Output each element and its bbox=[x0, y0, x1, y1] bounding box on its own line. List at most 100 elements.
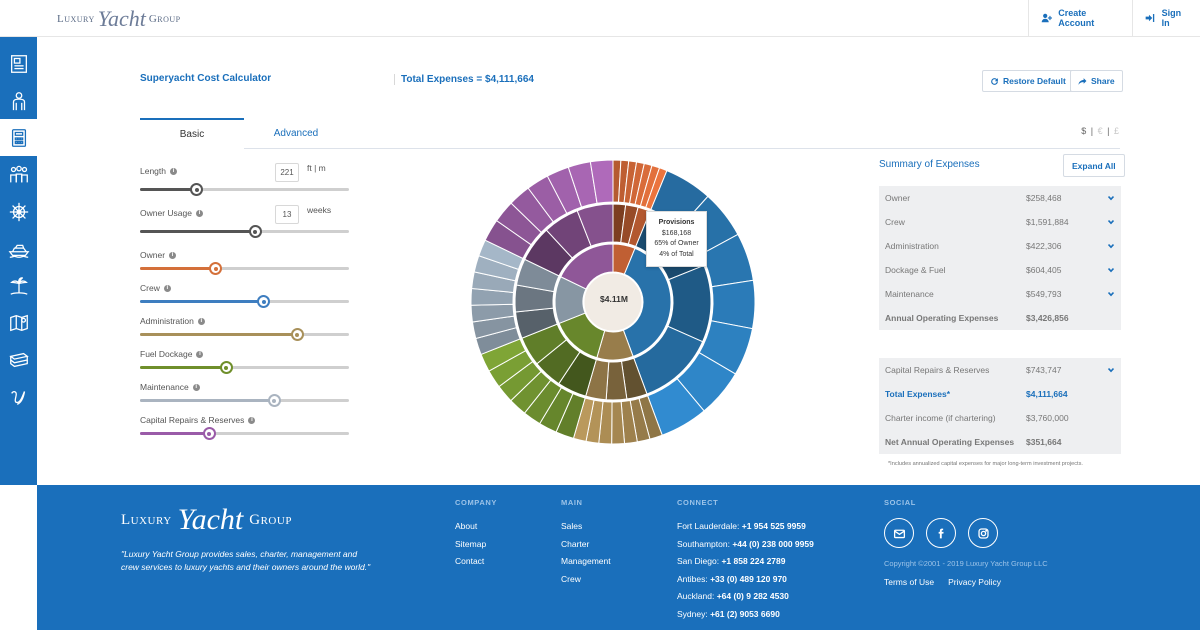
owner-usage-slider[interactable] bbox=[140, 225, 349, 238]
chevron-down-icon[interactable] bbox=[1107, 289, 1115, 297]
info-icon[interactable]: i bbox=[197, 317, 205, 325]
footer-office-phone[interactable]: Sydney: +61 (2) 9053 6690 bbox=[677, 606, 814, 624]
footer-link-contact[interactable]: Contact bbox=[455, 556, 485, 566]
summary-row-value: $549,793 bbox=[1026, 289, 1062, 299]
summary-row-value: $3,426,856 bbox=[1026, 313, 1069, 323]
currency-gbp[interactable]: £ bbox=[1113, 126, 1120, 136]
sidebar-item-calculator[interactable] bbox=[0, 119, 37, 156]
sidebar-item-crew[interactable] bbox=[0, 156, 37, 193]
footer-link-sitemap[interactable]: Sitemap bbox=[455, 538, 487, 549]
footer-link-management[interactable]: Management bbox=[561, 556, 611, 566]
sunburst-outer-capital-repairs-reserves[interactable] bbox=[589, 159, 614, 204]
maintenance-label-text: Maintenance bbox=[140, 382, 189, 392]
owner-usage-input[interactable]: 13 bbox=[275, 205, 299, 224]
footer-office-phone[interactable]: Southampton: +44 (0) 238 000 9959 bbox=[677, 536, 814, 554]
slider-thumb[interactable] bbox=[248, 225, 262, 238]
maintenance-slider[interactable] bbox=[140, 394, 349, 407]
info-icon[interactable]: i bbox=[196, 350, 204, 358]
length-unit-toggle[interactable]: ft | m bbox=[307, 163, 326, 173]
footer-link-about[interactable]: About bbox=[455, 521, 478, 531]
sidebar-item-destinations[interactable] bbox=[0, 267, 37, 304]
capital-repairs-reserves-slider[interactable] bbox=[140, 427, 349, 440]
sidebar-item-charter[interactable] bbox=[0, 230, 37, 267]
sidebar-item-map[interactable] bbox=[0, 304, 37, 341]
tab-basic[interactable]: Basic bbox=[140, 118, 244, 149]
chevron-down-icon[interactable] bbox=[1107, 365, 1115, 373]
office-city: Antibes: bbox=[677, 573, 708, 584]
terms-of-use-link[interactable]: Terms of Use bbox=[884, 577, 935, 587]
summary-row-value: $743,747 bbox=[1026, 365, 1062, 375]
sidebar-item-listings[interactable] bbox=[0, 45, 37, 82]
summary-row[interactable]: Capital Repairs & Reserves $743,747 bbox=[879, 358, 1121, 382]
footer-office-phone[interactable]: San Diego: +1 858 224 2789 bbox=[677, 553, 814, 571]
logo-word-1: Luxury bbox=[57, 13, 95, 25]
slider-thumb[interactable] bbox=[202, 427, 216, 440]
info-icon[interactable]: i bbox=[248, 416, 256, 424]
info-icon[interactable]: i bbox=[195, 209, 203, 217]
footer-office-phone[interactable]: Fort Lauderdale: +1 954 525 9959 bbox=[677, 518, 814, 536]
sunburst-inner-capital-repairs-reserves[interactable] bbox=[560, 243, 614, 290]
slider-fill bbox=[140, 399, 274, 402]
chevron-down-icon[interactable] bbox=[1107, 217, 1115, 225]
info-icon[interactable]: i bbox=[170, 167, 177, 175]
sidebar-item-brand[interactable] bbox=[0, 378, 37, 415]
info-icon[interactable]: i bbox=[192, 383, 200, 391]
create-account-label: Create Account bbox=[1058, 8, 1095, 28]
summary-row-value: $258,468 bbox=[1026, 193, 1062, 203]
sidebar-item-library[interactable] bbox=[0, 341, 37, 378]
sign-in-button[interactable]: Sign In bbox=[1132, 0, 1200, 36]
currency-usd[interactable]: $ bbox=[1081, 126, 1088, 136]
chevron-down-icon[interactable] bbox=[1107, 265, 1115, 273]
slider-thumb[interactable] bbox=[209, 262, 223, 275]
restore-default-button[interactable]: Restore Default bbox=[982, 70, 1074, 92]
create-account-button[interactable]: Create Account bbox=[1028, 0, 1132, 36]
instagram-social-button[interactable] bbox=[968, 518, 998, 548]
owner-slider[interactable] bbox=[140, 262, 349, 275]
crew-slider[interactable] bbox=[140, 295, 349, 308]
footer-link-sales[interactable]: Sales bbox=[561, 521, 583, 531]
sunburst-outer-crew[interactable] bbox=[710, 279, 756, 330]
sidebar-item-management[interactable] bbox=[0, 193, 37, 230]
sign-in-label: Sign In bbox=[1161, 8, 1182, 28]
privacy-policy-link[interactable]: Privacy Policy bbox=[948, 577, 1001, 587]
sunburst-inner-crew[interactable] bbox=[622, 247, 672, 358]
slider-thumb[interactable] bbox=[219, 361, 233, 374]
summary-row[interactable]: Owner $258,468 bbox=[879, 186, 1121, 210]
summary-row[interactable]: Dockage & Fuel $604,405 bbox=[879, 258, 1121, 282]
length-slider[interactable] bbox=[140, 183, 349, 196]
sunburst-middle-capital-repairs-reserves[interactable] bbox=[576, 203, 614, 247]
summary-row: Net Annual Operating Expenses $351,664 bbox=[879, 430, 1121, 454]
summary-row[interactable]: Maintenance $549,793 bbox=[879, 282, 1121, 306]
chevron-down-icon[interactable] bbox=[1107, 241, 1115, 249]
footer-office-phone[interactable]: Auckland: +64 (0) 9 282 4530 bbox=[677, 588, 814, 606]
email-social-button[interactable] bbox=[884, 518, 914, 548]
sunburst-center bbox=[583, 272, 643, 332]
slider-thumb[interactable] bbox=[257, 295, 271, 308]
expand-all-button[interactable]: Expand All bbox=[1063, 154, 1125, 177]
slider-thumb[interactable] bbox=[267, 394, 281, 407]
chevron-down-icon[interactable] bbox=[1107, 193, 1115, 201]
expense-sunburst-chart[interactable] bbox=[463, 152, 763, 452]
fuel-dockage-slider[interactable] bbox=[140, 361, 349, 374]
currency-eur[interactable]: € bbox=[1097, 126, 1104, 136]
footer-logo[interactable]: Luxury Yacht Group bbox=[121, 503, 292, 537]
footer-link-charter[interactable]: Charter bbox=[561, 538, 590, 549]
sidebar-item-captain[interactable] bbox=[0, 82, 37, 119]
fuel-dockage-label: Fuel Dockage i bbox=[140, 349, 350, 359]
administration-slider[interactable] bbox=[140, 328, 349, 341]
tab-advanced[interactable]: Advanced bbox=[273, 128, 319, 139]
share-button[interactable]: Share bbox=[1070, 70, 1123, 92]
length-input[interactable]: 221 bbox=[275, 163, 299, 182]
footer-link-crew[interactable]: Crew bbox=[561, 573, 581, 584]
slider-thumb[interactable] bbox=[290, 328, 304, 341]
facebook-social-button[interactable] bbox=[926, 518, 956, 548]
info-icon[interactable]: i bbox=[163, 284, 171, 292]
footer-office-phone[interactable]: Antibes: +33 (0) 489 120 970 bbox=[677, 571, 814, 589]
footer-company-column: COMPANY About Sitemap Contact bbox=[455, 498, 497, 571]
summary-row[interactable]: Crew $1,591,884 bbox=[879, 210, 1121, 234]
slider-thumb[interactable] bbox=[190, 183, 204, 196]
maintenance-control: Maintenance i bbox=[140, 382, 350, 408]
summary-row[interactable]: Administration $422,306 bbox=[879, 234, 1121, 258]
brand-logo[interactable]: Luxury Yacht Group bbox=[57, 6, 181, 32]
info-icon[interactable]: i bbox=[169, 251, 177, 259]
